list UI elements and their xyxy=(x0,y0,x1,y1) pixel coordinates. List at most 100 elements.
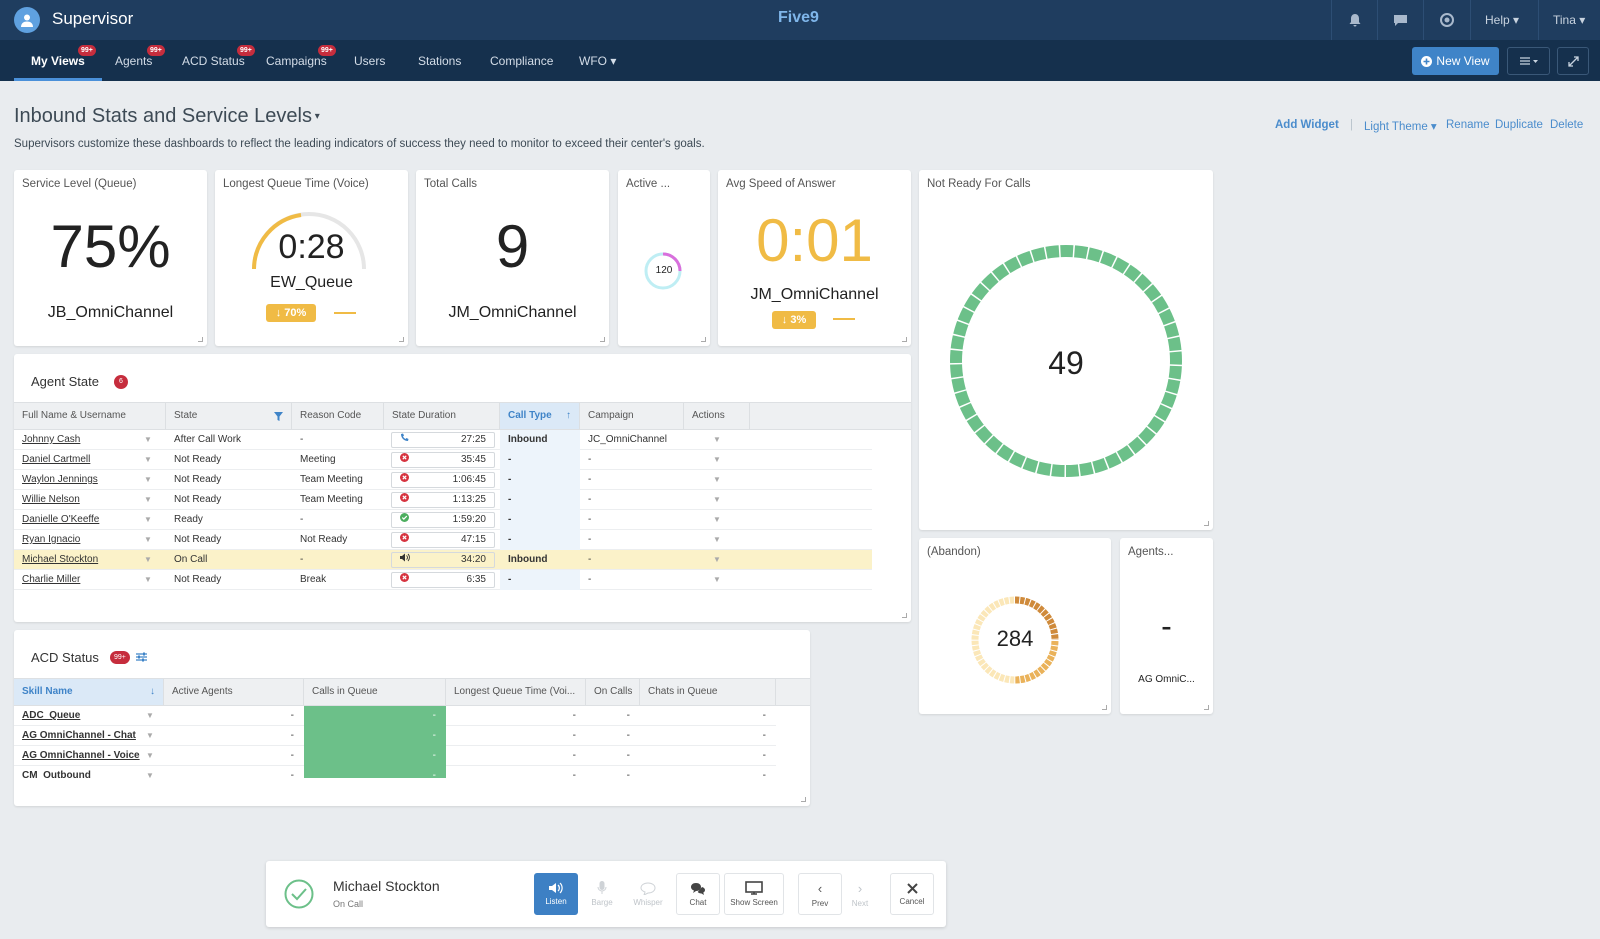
agent-name-link[interactable]: Charlie Miller xyxy=(22,574,81,585)
agent-row[interactable]: Michael Stockton ▼ On Call - 34:20 Inbound - ▼ xyxy=(14,550,872,570)
acd-row[interactable]: AG OmniChannel - Chat ▼ - - - - - xyxy=(14,726,776,746)
next-button[interactable]: › Next xyxy=(838,873,882,915)
delete-link[interactable]: Delete xyxy=(1550,119,1584,131)
row-dropdown-icon[interactable]: ▼ xyxy=(146,751,154,760)
tab-users[interactable]: Users xyxy=(354,40,385,81)
agent-name-link[interactable]: Willie Nelson xyxy=(22,494,80,505)
acd-row[interactable]: AG OmniChannel - Voice ▼ - - - - - xyxy=(14,746,776,766)
help-menu[interactable]: Help ▾ xyxy=(1470,0,1533,40)
agent-row[interactable]: Ryan Ignacio ▼ Not Ready Not Ready 47:15 - - ▼ xyxy=(14,530,872,550)
whisper-button[interactable]: Whisper xyxy=(626,873,670,915)
col-campaign[interactable]: Campaign xyxy=(580,403,684,429)
row-dropdown-icon[interactable]: ▼ xyxy=(146,731,154,740)
avg-speed-widget[interactable]: Avg Speed of Answer 0:01 JM_OmniChannel … xyxy=(718,170,911,346)
row-dropdown-icon[interactable]: ▼ xyxy=(144,455,152,464)
agent-name-link[interactable]: Ryan Ignacio xyxy=(22,534,81,545)
col-skill-name[interactable]: Skill Name ↓ xyxy=(14,679,164,705)
actions-dropdown-icon[interactable]: ▼ xyxy=(713,515,721,524)
actions-dropdown-icon[interactable]: ▼ xyxy=(713,495,721,504)
longest-queue-widget[interactable]: Longest Queue Time (Voice) 0:28 EW_Queue… xyxy=(215,170,408,346)
chat-button[interactable]: Chat xyxy=(676,873,720,915)
active-widget[interactable]: Active ... 120 xyxy=(618,170,710,346)
resize-handle[interactable] xyxy=(399,337,404,342)
tab-campaigns[interactable]: Campaigns xyxy=(266,40,327,81)
column-settings-icon[interactable] xyxy=(136,652,147,662)
tab-acd-status[interactable]: ACD Status xyxy=(182,40,245,81)
agent-row[interactable]: Charlie Miller ▼ Not Ready Break 6:35 - - ▼ xyxy=(14,570,872,590)
col-full-name[interactable]: Full Name & Username xyxy=(14,403,166,429)
agent-row[interactable]: Johnny Cash ▼ After Call Work - 27:25 Inbound… xyxy=(14,430,872,450)
resize-handle[interactable] xyxy=(1204,521,1209,526)
col-chats-in-queue[interactable]: Chats in Queue xyxy=(640,679,776,705)
tab-wfo[interactable]: WFO ▾ xyxy=(579,54,617,68)
col-on-calls[interactable]: On Calls xyxy=(586,679,640,705)
actions-dropdown-icon[interactable]: ▼ xyxy=(713,575,721,584)
service-level-widget[interactable]: Service Level (Queue) 75% JB_OmniChannel xyxy=(14,170,207,346)
page-title[interactable]: Inbound Stats and Service Levels ▾ xyxy=(14,105,320,128)
light-theme-menu[interactable]: Light Theme ▾ xyxy=(1364,121,1437,133)
agents-widget[interactable]: Agents... - AG OmniC... xyxy=(1120,538,1213,714)
col-state[interactable]: State xyxy=(166,403,292,429)
skill-name-link[interactable]: CM_Outbound xyxy=(22,770,91,778)
rename-link[interactable]: Rename xyxy=(1446,119,1490,131)
col-state-duration[interactable]: State Duration xyxy=(384,403,500,429)
row-dropdown-icon[interactable]: ▼ xyxy=(144,555,152,564)
row-dropdown-icon[interactable]: ▼ xyxy=(144,575,152,584)
duplicate-link[interactable]: Duplicate xyxy=(1495,119,1543,131)
skill-name-link[interactable]: ADC_Queue xyxy=(22,710,81,721)
barge-button[interactable]: Barge xyxy=(580,873,624,915)
row-dropdown-icon[interactable]: ▼ xyxy=(144,495,152,504)
resize-handle[interactable] xyxy=(600,337,605,342)
actions-dropdown-icon[interactable]: ▼ xyxy=(713,435,721,444)
agent-row[interactable]: Daniel Cartmell ▼ Not Ready Meeting 35:45 - - ▼ xyxy=(14,450,872,470)
resize-handle[interactable] xyxy=(1102,705,1107,710)
chat-bubble-icon[interactable] xyxy=(1377,0,1423,40)
tab-my-views[interactable]: My Views xyxy=(14,40,102,81)
resize-handle[interactable] xyxy=(902,337,907,342)
agent-name-link[interactable]: Michael Stockton xyxy=(22,554,99,565)
fullscreen-button[interactable] xyxy=(1557,47,1589,75)
agent-row[interactable]: Danielle O'Keeffe ▼ Ready -1:59:20- - ▼ xyxy=(14,510,872,530)
cancel-button[interactable]: Cancel xyxy=(890,873,934,915)
tab-compliance[interactable]: Compliance xyxy=(490,40,553,81)
not-ready-widget[interactable]: Not Ready For Calls 49 xyxy=(919,170,1213,530)
actions-dropdown-icon[interactable]: ▼ xyxy=(713,535,721,544)
row-dropdown-icon[interactable]: ▼ xyxy=(146,771,154,778)
total-calls-widget[interactable]: Total Calls 9 JM_OmniChannel xyxy=(416,170,609,346)
actions-dropdown-icon[interactable]: ▼ xyxy=(713,475,721,484)
agent-row[interactable]: Waylon Jennings ▼ Not Ready Team Meeting 1:0… xyxy=(14,470,872,490)
acd-row[interactable]: ADC_Queue ▼ - - - - - xyxy=(14,706,776,726)
col-active-agents[interactable]: Active Agents xyxy=(164,679,304,705)
notifications-bell-icon[interactable] xyxy=(1331,0,1377,40)
col-longest-queue[interactable]: Longest Queue Time (Voi... xyxy=(446,679,586,705)
user-avatar-icon[interactable] xyxy=(14,7,40,33)
prev-button[interactable]: ‹ Prev xyxy=(798,873,842,915)
agent-name-link[interactable]: Waylon Jennings xyxy=(22,474,98,485)
skill-name-link[interactable]: AG OmniChannel - Chat xyxy=(22,730,136,741)
row-dropdown-icon[interactable]: ▼ xyxy=(144,475,152,484)
agent-name-link[interactable]: Johnny Cash xyxy=(22,434,81,445)
row-dropdown-icon[interactable]: ▼ xyxy=(146,711,154,720)
filter-icon[interactable] xyxy=(274,412,283,421)
col-reason-code[interactable]: Reason Code xyxy=(292,403,384,429)
resize-handle[interactable] xyxy=(701,337,706,342)
new-view-button[interactable]: New View xyxy=(1412,47,1499,75)
resize-handle[interactable] xyxy=(801,797,806,802)
user-menu[interactable]: Tina ▾ xyxy=(1538,0,1600,40)
resize-handle[interactable] xyxy=(1204,705,1209,710)
actions-dropdown-icon[interactable]: ▼ xyxy=(713,555,721,564)
row-dropdown-icon[interactable]: ▼ xyxy=(144,515,152,524)
abandon-widget[interactable]: (Abandon) 284 xyxy=(919,538,1111,714)
actions-dropdown-icon[interactable]: ▼ xyxy=(713,455,721,464)
agent-name-link[interactable]: Daniel Cartmell xyxy=(22,454,91,465)
listen-button[interactable]: Listen xyxy=(534,873,578,915)
add-widget-link[interactable]: Add Widget xyxy=(1275,119,1339,131)
skill-name-link[interactable]: AG OmniChannel - Voice xyxy=(22,750,140,761)
resize-handle[interactable] xyxy=(902,613,907,618)
agent-row[interactable]: Willie Nelson ▼ Not Ready Team Meeting 1:13:… xyxy=(14,490,872,510)
tab-agents[interactable]: Agents xyxy=(115,40,152,81)
col-call-type[interactable]: Call Type ↑ xyxy=(500,403,580,429)
resize-handle[interactable] xyxy=(198,337,203,342)
agent-name-link[interactable]: Danielle O'Keeffe xyxy=(22,514,100,525)
show-screen-button[interactable]: Show Screen xyxy=(724,873,784,915)
